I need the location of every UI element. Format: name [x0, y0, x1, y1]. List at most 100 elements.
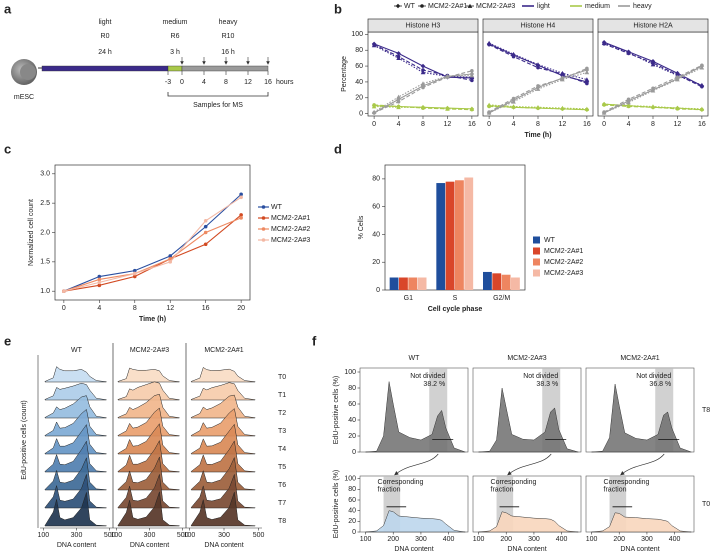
percent-label: 38.3 %: [536, 381, 558, 388]
ridge: [117, 439, 180, 473]
data-point: [700, 63, 704, 68]
cell-nucleus: [20, 64, 36, 80]
ridge: [44, 395, 107, 419]
x-tick-label: 100: [360, 536, 372, 543]
row-label: T0: [278, 374, 286, 381]
link-arrow: [507, 453, 552, 476]
data-point: [239, 216, 243, 220]
data-point: [239, 195, 243, 200]
y-tick-label: 80: [372, 176, 380, 183]
column-title: WT: [71, 347, 83, 354]
y-axis-label: Normalized cell count: [28, 199, 35, 266]
y-tick-label: 0: [352, 449, 356, 456]
annotation: Not divided: [636, 373, 671, 380]
y-tick-label: 80: [355, 47, 363, 54]
y-axis-label: EdU-positive cells (%): [333, 376, 340, 444]
y-tick-label: 40: [355, 79, 363, 86]
annotation: fraction: [491, 486, 514, 493]
bar: [417, 277, 427, 290]
y-tick-label: 80: [348, 486, 356, 493]
data-point: [675, 75, 680, 79]
ridge: [117, 407, 180, 437]
data-point: [601, 40, 607, 45]
x-axis-label: Time (h): [139, 316, 166, 323]
panel-label: a: [4, 1, 12, 16]
row-label: T0: [702, 501, 710, 508]
ridge: [190, 440, 256, 473]
bar: [501, 274, 511, 290]
bar: [511, 277, 520, 290]
data-point: [486, 40, 492, 45]
x-tick-label: 12: [166, 305, 174, 312]
percent-label: 38.2 %: [423, 381, 445, 388]
x-tick-label: 300: [528, 536, 540, 543]
data-point: [132, 274, 137, 279]
histogram: [591, 383, 692, 453]
data-point: [97, 277, 102, 282]
row-label: T8: [278, 518, 286, 525]
data-point: [626, 103, 631, 108]
ridge: [190, 367, 256, 383]
data-point: [584, 77, 590, 82]
data-point: [168, 257, 173, 261]
annotation: fraction: [378, 486, 401, 493]
data-point: [650, 88, 656, 93]
data-point: [168, 254, 173, 258]
y-tick-label: 1.5: [40, 259, 50, 266]
data-point: [396, 104, 401, 110]
y-tick-label: 2.0: [40, 229, 50, 236]
y-tick-label: 1.0: [40, 288, 50, 295]
y-tick-label: 20: [355, 95, 363, 102]
annotation: Not divided: [523, 373, 558, 380]
legend-swatch: [533, 258, 540, 266]
ridge: [44, 408, 107, 437]
y-tick-label: 20: [348, 433, 356, 440]
legend-label: MCM2-2A#1: [544, 248, 583, 255]
legend-marker: [261, 238, 266, 242]
stage-duration: 16 h: [221, 49, 235, 56]
data-point: [421, 68, 425, 72]
x-tick-label: 300: [415, 536, 427, 543]
y-tick-label: 40: [348, 417, 356, 424]
y-tick-label: 40: [372, 231, 380, 238]
ridge: [190, 394, 256, 419]
facet-title: Histone H3: [406, 22, 441, 29]
facet-strip: [597, 18, 709, 33]
data-point: [560, 70, 565, 76]
ridge: [190, 423, 256, 455]
row-label: T1: [278, 392, 286, 399]
bar: [436, 183, 446, 290]
data-point: [420, 70, 426, 75]
data-point: [203, 224, 208, 229]
y-axis-label: EdU-positive cells (count): [21, 400, 28, 479]
data-point: [239, 213, 243, 217]
x-tick-label: 300: [71, 532, 83, 539]
legend-label: WT: [544, 237, 556, 244]
ridge: [117, 456, 180, 491]
x-tick-label: 12: [559, 121, 567, 128]
ridge: [117, 423, 180, 455]
x-tick-label: 0: [62, 305, 66, 312]
data-point: [396, 94, 401, 99]
x-axis-label: Time (h): [524, 132, 551, 139]
stage-label: R6: [171, 33, 180, 40]
bar: [492, 273, 502, 290]
series-line: [373, 44, 472, 78]
y-tick-label: 100: [344, 369, 356, 376]
x-axis-label: DNA content: [620, 546, 659, 553]
x-tick-label: 12: [674, 121, 682, 128]
data-point: [511, 51, 516, 57]
legend-label: MCM2-2A#3: [476, 3, 515, 10]
y-tick-label: 60: [372, 204, 380, 211]
column-title: MCM2-2A#3: [507, 355, 546, 362]
ridge: [117, 367, 180, 383]
histogram: [365, 381, 466, 453]
stage-name: heavy: [219, 19, 238, 26]
x-tick-label: 4: [97, 305, 101, 312]
row-label: T5: [278, 464, 286, 471]
histogram: [478, 511, 579, 533]
data-point: [511, 99, 516, 104]
ridge: [190, 492, 256, 527]
